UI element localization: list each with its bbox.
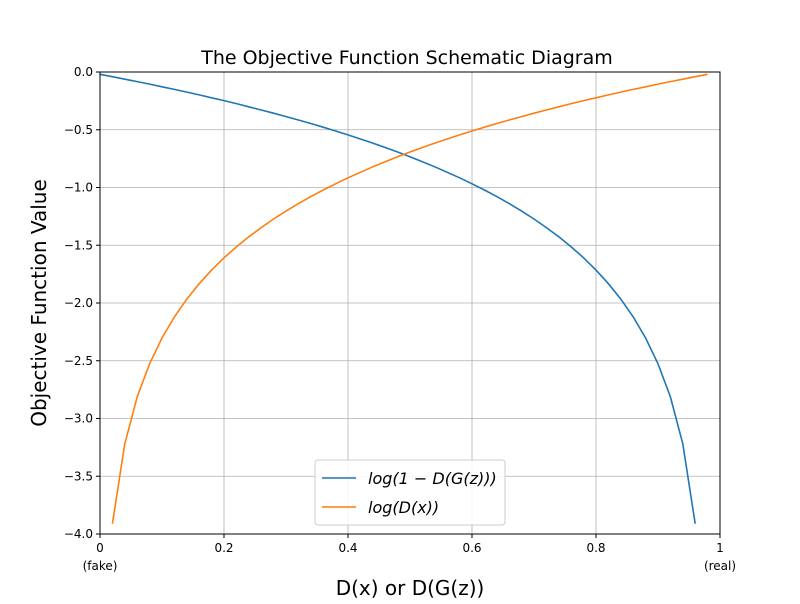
series-line-0 xyxy=(99,73,696,524)
y-tick-label: −0.5 xyxy=(64,123,93,137)
x-tick-sublabel: (fake) xyxy=(83,559,118,573)
x-tick-label: 0.2 xyxy=(214,541,233,555)
y-tick-label: 0.0 xyxy=(74,65,93,79)
legend-label-1: log(D(x)) xyxy=(368,498,439,517)
legend-box xyxy=(314,459,506,526)
x-tick-sublabel: (real) xyxy=(704,559,736,573)
y-tick-label: −1.0 xyxy=(64,181,93,195)
series-lines xyxy=(99,73,708,524)
x-tick-label: 0 xyxy=(96,541,104,555)
x-tick-label: 0.6 xyxy=(462,541,481,555)
y-tick-label: −4.0 xyxy=(64,527,93,541)
legend: log(1 − D(G(z))) log(D(x)) xyxy=(314,459,506,526)
y-tick-label: −1.5 xyxy=(64,238,93,252)
ticks: 0 (fake) 0.2 0.4 0.6 0.8 1 (real) 0.0 −0.5 −1.0 −1.… xyxy=(64,65,736,573)
series-line-1 xyxy=(111,73,708,524)
y-tick-label: −2.0 xyxy=(64,296,93,310)
y-axis-label: Objective Function Value xyxy=(27,179,51,427)
x-axis-label: D(x) or D(G(z)) xyxy=(336,576,485,600)
legend-label-0: log(1 − D(G(z))) xyxy=(368,469,497,488)
y-tick-label: −3.0 xyxy=(64,412,93,426)
chart-title: The Objective Function Schematic Diagram xyxy=(200,47,613,69)
y-tick-label: −2.5 xyxy=(64,354,93,368)
y-tick-label: −3.5 xyxy=(64,469,93,483)
x-tick-label: 1 xyxy=(716,541,724,555)
x-tick-label: 0.4 xyxy=(338,541,357,555)
x-tick-label: 0.8 xyxy=(586,541,605,555)
